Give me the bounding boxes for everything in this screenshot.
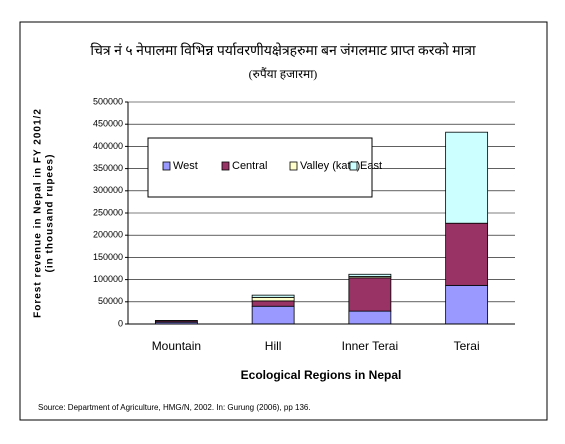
x-tick-label: Mountain [152,339,201,353]
y-axis-label: Forest revenue in Nepal in FY 2001/2 (in… [33,108,56,318]
legend-swatch [162,161,171,171]
y-tick-label: 500000 [93,96,123,106]
bar-segment [251,305,295,325]
y-tick-label: 0 [118,318,123,328]
bar-segment [251,294,295,298]
y-tick-label: 100000 [93,274,123,284]
legend-swatch [221,161,230,171]
x-axis-label: Ecological Regions in Nepal [241,368,402,382]
bar-segment [348,273,392,277]
legend-box [147,137,373,198]
y-axis-label-line: Forest revenue in Nepal in FY 2001/2 [33,108,44,318]
x-tick-label: Inner Terai [342,339,398,353]
y-axis-label-line: (in thousand rupees) [45,154,56,273]
legend-label: Central [232,160,267,172]
x-tick-label: Terai [454,339,480,353]
x-tick-label: Hill [265,339,282,353]
chart-title: चित्र नं ५ नेपालमा विभिन्न पर्यावरणीयक्ष… [90,42,476,59]
y-tick-label: 50000 [98,296,123,306]
y-tick-label: 250000 [93,207,123,217]
bar-segment [251,296,295,302]
chart-subtitle: (रुपैंया हजारमा) [249,67,318,81]
bar-segment [445,284,489,325]
y-tick-label: 200000 [93,230,123,240]
y-tick-label: 350000 [93,163,123,173]
legend-label: West [173,160,198,172]
legend-swatch [349,161,358,171]
y-tick-label: 400000 [93,141,123,151]
y-tick-label: 150000 [93,252,123,262]
bar-segment [445,131,489,224]
legend-swatch [289,161,298,171]
bar-segment [348,277,392,312]
y-tick-label: 300000 [93,185,123,195]
bar-segment [445,222,489,286]
source-note: Source: Department of Agriculture, HMG/N… [38,403,311,412]
bar-segment [251,300,295,307]
y-tick-label: 450000 [93,119,123,129]
bar-segment [348,310,392,325]
legend-label: Valley (kath) [300,160,360,172]
legend-label: East [360,160,382,172]
